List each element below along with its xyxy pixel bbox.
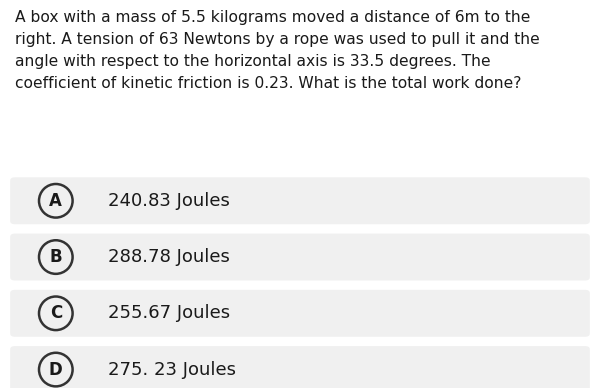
Ellipse shape — [39, 184, 73, 218]
Text: 240.83 Joules: 240.83 Joules — [108, 192, 230, 210]
Text: A: A — [49, 192, 62, 210]
FancyBboxPatch shape — [10, 177, 590, 224]
Text: C: C — [50, 304, 62, 322]
FancyBboxPatch shape — [10, 290, 590, 337]
Text: B: B — [49, 248, 62, 266]
Text: 255.67 Joules: 255.67 Joules — [108, 304, 230, 322]
Ellipse shape — [39, 240, 73, 274]
Ellipse shape — [39, 296, 73, 330]
Text: D: D — [49, 360, 62, 379]
Text: 275. 23 Joules: 275. 23 Joules — [108, 360, 236, 379]
Text: 288.78 Joules: 288.78 Joules — [108, 248, 230, 266]
Ellipse shape — [39, 353, 73, 386]
FancyBboxPatch shape — [10, 234, 590, 281]
FancyBboxPatch shape — [10, 346, 590, 388]
Text: A box with a mass of 5.5 kilograms moved a distance of 6m to the
right. A tensio: A box with a mass of 5.5 kilograms moved… — [15, 10, 540, 91]
